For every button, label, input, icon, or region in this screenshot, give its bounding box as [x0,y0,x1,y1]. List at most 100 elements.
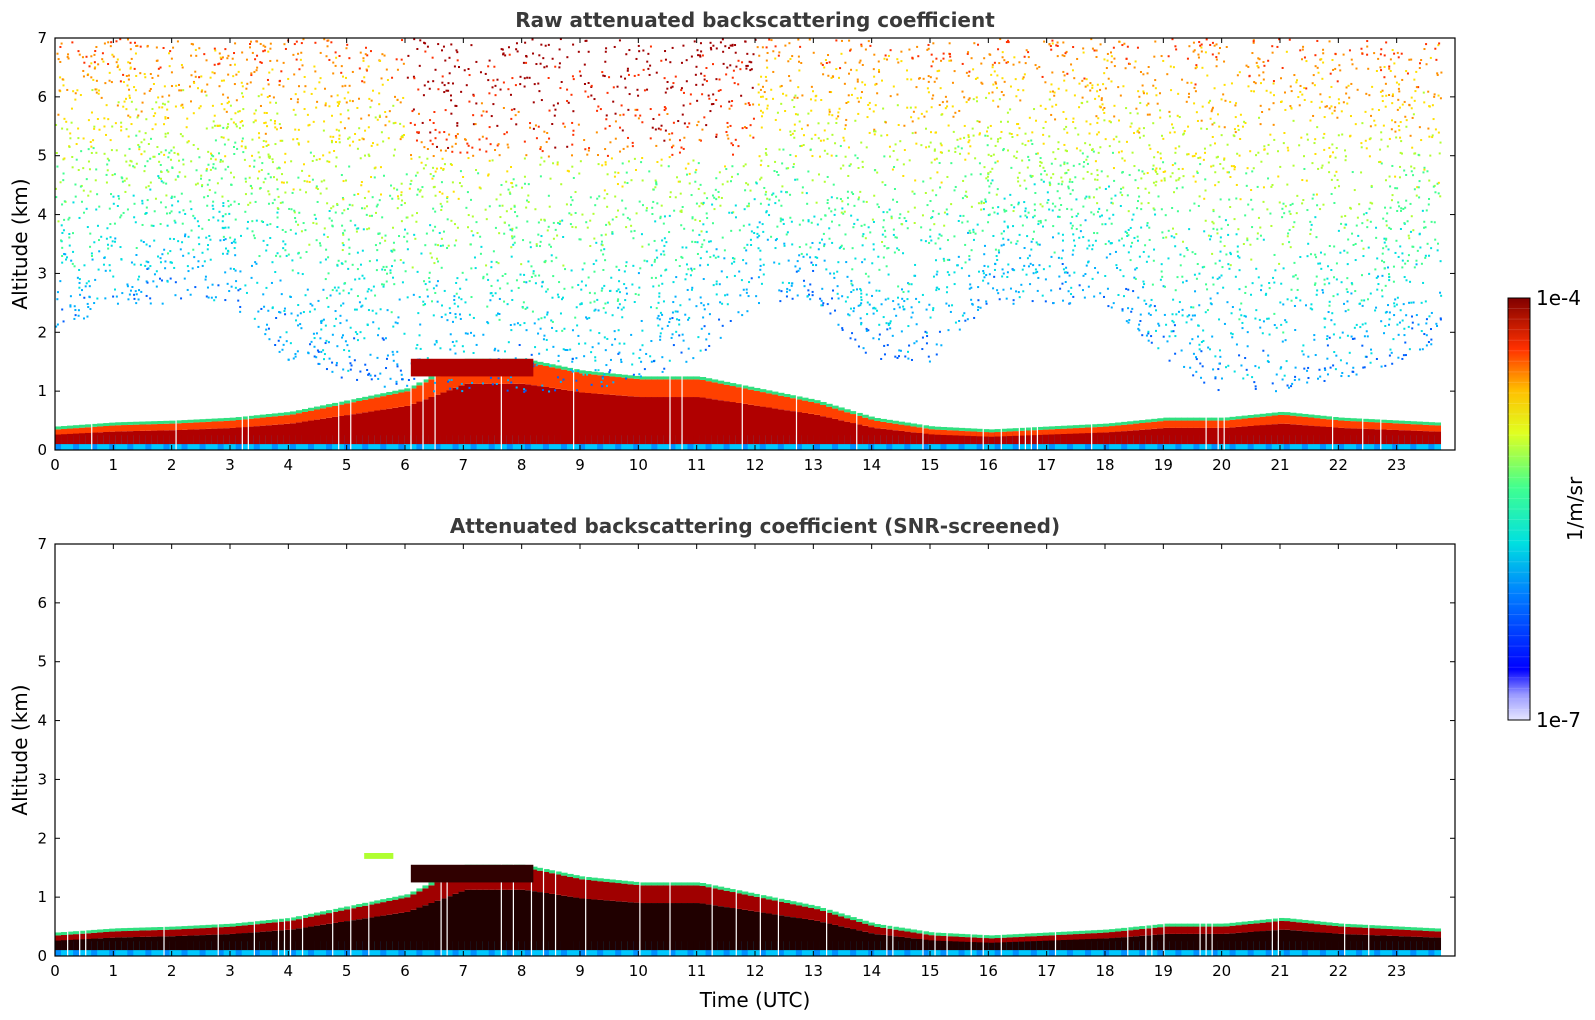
noise-pixel [337,259,340,262]
noise-pixel [869,44,872,47]
noise-pixel [747,102,750,105]
bl-core-cell [819,416,827,445]
data-gap [1217,38,1219,450]
noise-pixel [1266,152,1269,155]
noise-pixel [946,286,949,289]
data-gap [741,38,743,450]
noise-pixel [907,290,910,293]
data-gap [1205,38,1207,450]
noise-pixel [125,128,128,131]
noise-pixel [966,220,969,223]
noise-pixel [1246,239,1249,242]
noise-pixel [1169,175,1172,178]
bl-core-cell [795,412,803,445]
noise-pixel [1400,152,1403,155]
noise-pixel [1058,197,1061,200]
noise-pixel [1021,77,1024,80]
noise-pixel [1220,134,1223,137]
noise-pixel [758,234,761,237]
noise-pixel [1133,276,1136,279]
noise-pixel [1118,119,1120,122]
noise-pixel [875,289,878,292]
noise-pixel [494,292,497,295]
bl-core-cell [892,430,899,445]
noise-pixel [762,263,765,266]
bl-edge-cell [1103,426,1110,433]
noise-pixel [69,132,72,135]
noise-pixel [1424,254,1427,257]
noise-pixel [275,178,278,181]
noise-pixel [274,126,277,129]
noise-pixel [1175,313,1178,316]
bl-core-cell [609,394,616,445]
noise-pixel [1392,265,1395,268]
bl-fringe-cell [753,387,761,391]
noise-pixel [640,161,643,164]
noise-pixel [839,245,842,248]
noise-pixel [1410,165,1413,168]
bl-core-cell [705,398,713,445]
noise-pixel [555,256,558,259]
noise-pixel [1211,252,1214,255]
noise-pixel [546,131,549,134]
noise-pixel [571,75,574,78]
noise-pixel [71,262,74,265]
noise-pixel [615,265,618,268]
bl-core-cell [1199,427,1207,445]
noise-pixel [921,214,924,217]
noise-pixel [1425,318,1428,321]
noise-pixel [478,148,481,151]
noise-pixel [139,45,142,48]
noise-pixel [446,200,449,203]
noise-pixel [227,249,230,252]
noise-pixel [118,197,121,200]
noise-pixel [369,353,372,356]
noise-pixel [223,143,226,146]
bl-fringe-cell [609,373,616,377]
noise-pixel [307,124,310,127]
noise-pixel [399,259,402,262]
noise-pixel [857,345,860,348]
noise-pixel [822,139,825,142]
noise-pixel [1397,87,1400,90]
noise-pixel [1005,209,1008,212]
noise-pixel [693,40,696,43]
noise-pixel [416,212,419,215]
noise-pixel [475,102,478,105]
bl-fringe-cell [783,394,791,397]
noise-pixel [497,262,500,265]
noise-pixel [363,76,366,79]
noise-pixel [1254,387,1257,390]
bl-edge-cell [1241,418,1249,427]
bl-core-cell [958,432,966,445]
noise-pixel [1018,296,1021,299]
noise-pixel [278,123,281,126]
noise-pixel [135,74,138,77]
noise-pixel [1374,309,1377,312]
noise-pixel [1415,259,1418,262]
noise-pixel [1241,327,1244,330]
noise-pixel [472,316,475,319]
noise-pixel [1064,149,1067,152]
bl-fringe-cell [705,378,713,382]
noise-pixel [1352,243,1355,246]
noise-pixel [1137,296,1140,299]
noise-pixel [1023,73,1026,76]
noise-pixel [838,107,841,110]
noise-pixel [62,172,65,175]
noise-pixel [1153,305,1156,308]
noise-pixel [67,53,70,56]
noise-pixel [680,209,683,212]
bl-core-cell [687,397,695,445]
noise-pixel [765,46,768,49]
noise-pixel [424,42,427,45]
noise-pixel [760,126,763,129]
noise-pixel [953,235,956,238]
noise-pixel [1375,276,1378,279]
noise-pixel [569,348,572,351]
noise-pixel [859,317,862,320]
noise-pixel [1394,175,1397,178]
noise-pixel [227,165,230,168]
noise-pixel [1223,158,1226,161]
noise-pixel [1211,123,1214,126]
